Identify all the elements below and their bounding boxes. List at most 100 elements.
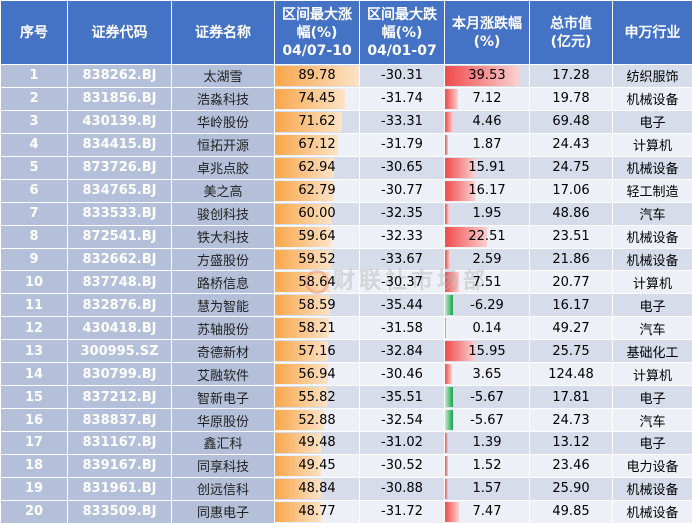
header-code[interactable]: 证券代码: [68, 1, 172, 65]
cell-industry: 纺织服饰: [613, 65, 692, 88]
cell-market-cap: 124.48: [530, 363, 613, 386]
header-row: 序号 证券代码 证券名称 区间最大涨幅(%)04/07-10 区间最大跌幅(%)…: [1, 1, 692, 65]
cell-max-down-value: -33.31: [381, 114, 423, 129]
cell-max-down-value: -32.33: [381, 229, 423, 244]
cell-name: 奇德新材: [172, 340, 275, 363]
cell-code: 831961.BJ: [68, 477, 172, 500]
cell-max-down: -32.33: [360, 225, 445, 248]
cell-code: 831167.BJ: [68, 432, 172, 455]
header-month-change[interactable]: 本月涨跌幅(%): [445, 1, 530, 65]
cell-market-cap-value: 16.17: [552, 298, 589, 313]
cell-month-change: -6.29: [445, 294, 530, 317]
cell-max-up: 57.16: [275, 340, 360, 363]
cell-idx: 8: [1, 225, 68, 248]
cell-idx-value: 10: [25, 275, 43, 290]
cell-market-cap: 17.06: [530, 179, 613, 202]
cell-idx-value: 7: [29, 206, 38, 221]
cell-max-down-value: -30.37: [381, 275, 423, 290]
cell-max-up-value: 58.21: [298, 321, 335, 336]
cell-max-down: -30.52: [360, 454, 445, 477]
cell-code-value: 830799.BJ: [83, 367, 157, 382]
cell-market-cap: 13.12: [530, 432, 613, 455]
cell-max-up: 49.48: [275, 432, 360, 455]
cell-max-down-value: -31.74: [381, 91, 423, 106]
header-idx[interactable]: 序号: [1, 1, 68, 65]
cell-max-down-value: -30.77: [381, 183, 423, 198]
cell-industry: 机械设备: [613, 500, 692, 523]
cell-code: 837212.BJ: [68, 386, 172, 409]
cell-month-change: 4.46: [445, 110, 530, 133]
cell-industry: 汽车: [613, 409, 692, 432]
cell-max-up: 55.82: [275, 386, 360, 409]
cell-market-cap: 21.86: [530, 248, 613, 271]
cell-idx: 10: [1, 271, 68, 294]
cell-code: 832876.BJ: [68, 294, 172, 317]
cell-max-up-value: 48.77: [298, 504, 335, 519]
cell-industry: 计算机: [613, 363, 692, 386]
cell-month-change-value: 22.51: [445, 229, 529, 244]
cell-month-change-value: 0.14: [445, 321, 529, 336]
cell-name: 创远信科: [172, 477, 275, 500]
cell-industry: 机械设备: [613, 477, 692, 500]
cell-industry-value: 汽车: [639, 415, 665, 430]
header-max-up-l1: 区间最大涨: [282, 7, 352, 23]
cell-industry-value: 计算机: [633, 369, 672, 384]
cell-month-change-value: 1.95: [445, 206, 529, 221]
header-industry[interactable]: 申万行业: [613, 1, 692, 65]
cell-month-change: 1.52: [445, 454, 530, 477]
cell-month-change-value: 1.52: [445, 458, 529, 473]
cell-max-down: -30.31: [360, 65, 445, 88]
header-month-l2: (%): [474, 34, 501, 50]
cell-industry-value: 汽车: [639, 208, 665, 223]
cell-industry-value: 电子: [639, 392, 665, 407]
cell-idx-value: 8: [29, 229, 38, 244]
header-max-down[interactable]: 区间最大跌幅(%)04/01-07: [360, 1, 445, 65]
cell-code-value: 831961.BJ: [83, 481, 157, 496]
cell-max-up: 59.52: [275, 248, 360, 271]
cell-industry: 轻工制造: [613, 179, 692, 202]
cell-max-up: 49.45: [275, 454, 360, 477]
cell-max-down: -30.37: [360, 271, 445, 294]
cell-month-change: 3.65: [445, 363, 530, 386]
header-cap-l2: (亿元): [551, 34, 592, 50]
cell-month-change: 1.57: [445, 477, 530, 500]
cell-market-cap-value: 17.28: [552, 68, 589, 83]
cell-code-value: 834415.BJ: [83, 137, 157, 152]
cell-idx: 3: [1, 110, 68, 133]
cell-month-change: 1.87: [445, 133, 530, 156]
cell-code-value: 837748.BJ: [83, 275, 157, 290]
header-name[interactable]: 证券名称: [172, 1, 275, 65]
cell-market-cap: 49.85: [530, 500, 613, 523]
cell-market-cap: 48.86: [530, 202, 613, 225]
cell-name: 华原股份: [172, 409, 275, 432]
header-max-up[interactable]: 区间最大涨幅(%)04/07-10: [275, 1, 360, 65]
cell-month-change-value: -6.29: [445, 298, 529, 313]
cell-industry: 电子: [613, 110, 692, 133]
cell-name-value: 浩淼科技: [197, 93, 249, 108]
cell-month-change-value: 2.59: [445, 252, 529, 267]
cell-idx-value: 6: [29, 183, 38, 198]
cell-max-down-value: -30.88: [381, 481, 423, 496]
header-market-cap[interactable]: 总市值(亿元): [530, 1, 613, 65]
cell-max-up: 48.84: [275, 477, 360, 500]
